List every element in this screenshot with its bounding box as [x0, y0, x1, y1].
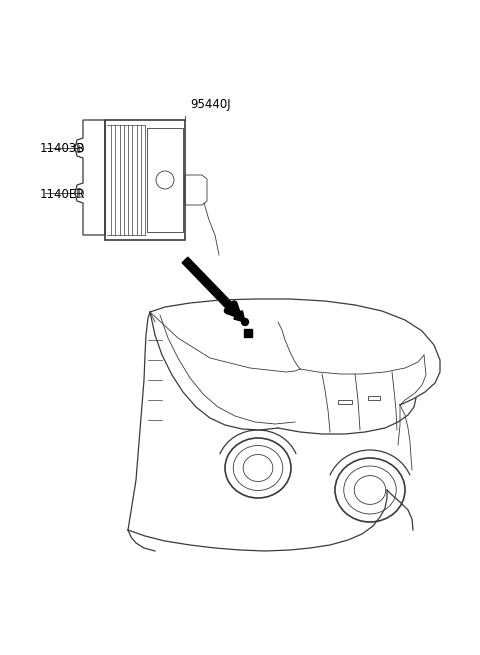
- Bar: [338, 400, 352, 404]
- Bar: [105, 120, 185, 240]
- Bar: [368, 396, 380, 400]
- Text: 11403B: 11403B: [40, 143, 85, 155]
- FancyArrow shape: [182, 257, 245, 322]
- Text: 1140ER: 1140ER: [40, 187, 85, 200]
- Bar: [147, 128, 183, 232]
- Text: 95440J: 95440J: [190, 98, 230, 111]
- Circle shape: [241, 318, 249, 326]
- Bar: [244, 329, 252, 337]
